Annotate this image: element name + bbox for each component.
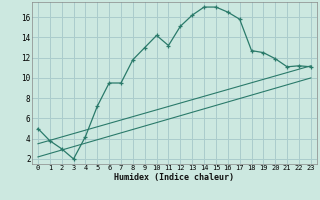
X-axis label: Humidex (Indice chaleur): Humidex (Indice chaleur) <box>115 173 234 182</box>
